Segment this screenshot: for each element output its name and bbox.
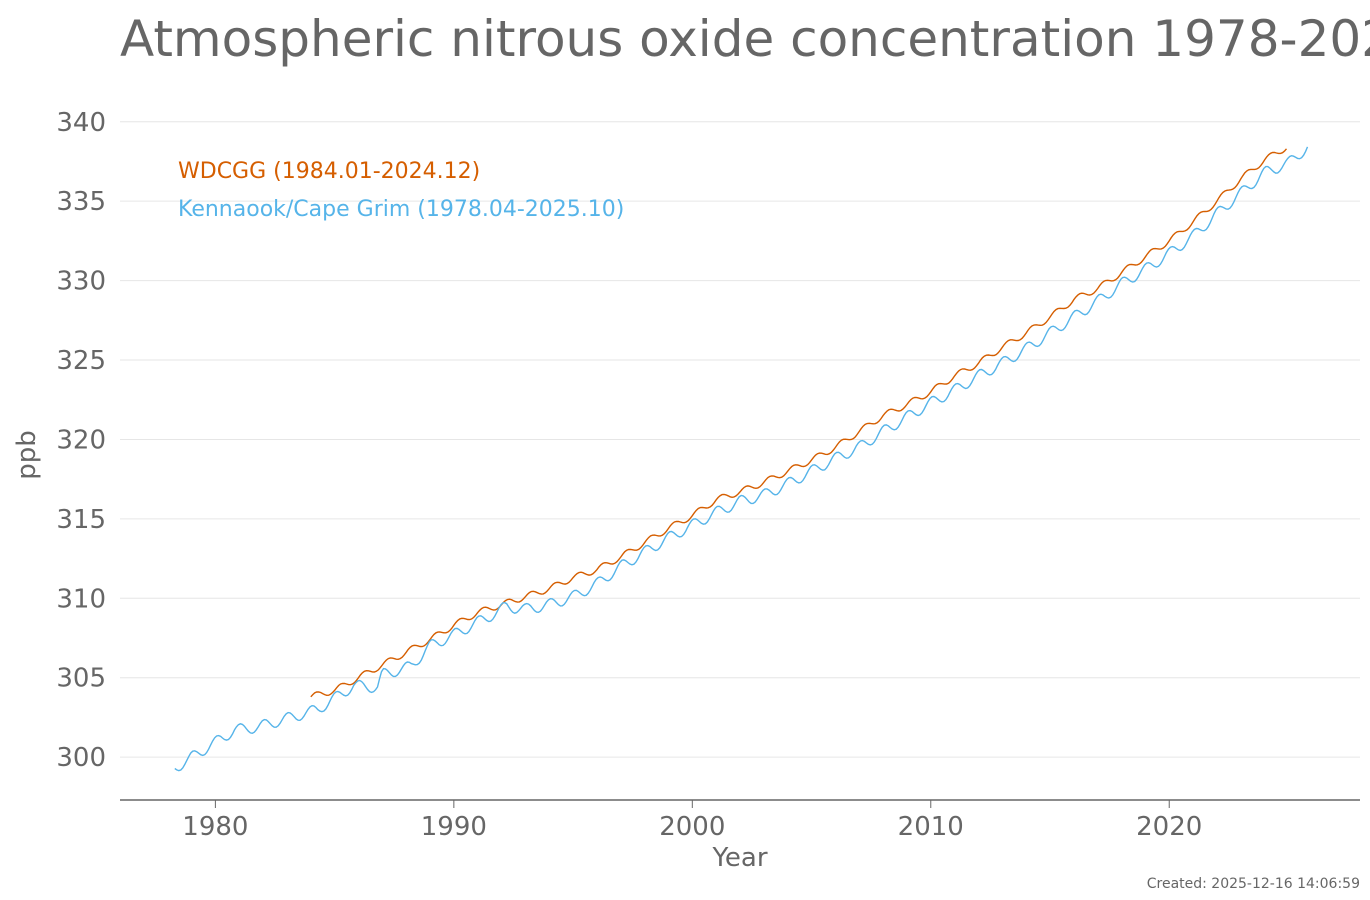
x-axis-title: Year (711, 843, 767, 873)
x-tick-label: 2020 (1136, 812, 1202, 842)
legend-entry-wdcgg: WDCGG (1984.01-2024.12) (178, 159, 480, 184)
y-tick-label: 310 (56, 584, 106, 614)
y-tick-label: 320 (56, 425, 106, 455)
created-timestamp: Created: 2025-12-16 14:06:59 (1146, 876, 1360, 892)
y-tick-label: 335 (56, 187, 106, 217)
y-tick-label: 300 (56, 743, 106, 773)
chart-title: Atmospheric nitrous oxide concentration … (120, 10, 1370, 68)
y-tick-label: 330 (56, 267, 106, 297)
x-axis-ticks: 1980 1990 2000 2010 2020 (182, 800, 1202, 842)
y-tick-label: 315 (56, 505, 106, 535)
x-tick-label: 2000 (659, 812, 725, 842)
gridlines (120, 121, 1360, 758)
series-line-wdcgg (310, 148, 1288, 698)
y-axis-ticks: 300 305 310 315 320 325 330 335 340 (56, 108, 106, 773)
y-tick-label: 325 (56, 346, 106, 376)
x-tick-label: 1980 (182, 812, 248, 842)
y-tick-label: 340 (56, 108, 106, 138)
legend: WDCGG (1984.01-2024.12) Kennaook/Cape Gri… (178, 159, 624, 222)
series-line-cape-grim (174, 146, 1309, 772)
y-tick-label: 305 (56, 664, 106, 694)
legend-entry-cape-grim: Kennaook/Cape Grim (1978.04-2025.10) (178, 197, 624, 222)
x-tick-label: 1990 (421, 812, 487, 842)
series-lines (174, 146, 1309, 772)
x-tick-label: 2010 (898, 812, 964, 842)
y-axis-title: ppb (12, 430, 42, 480)
